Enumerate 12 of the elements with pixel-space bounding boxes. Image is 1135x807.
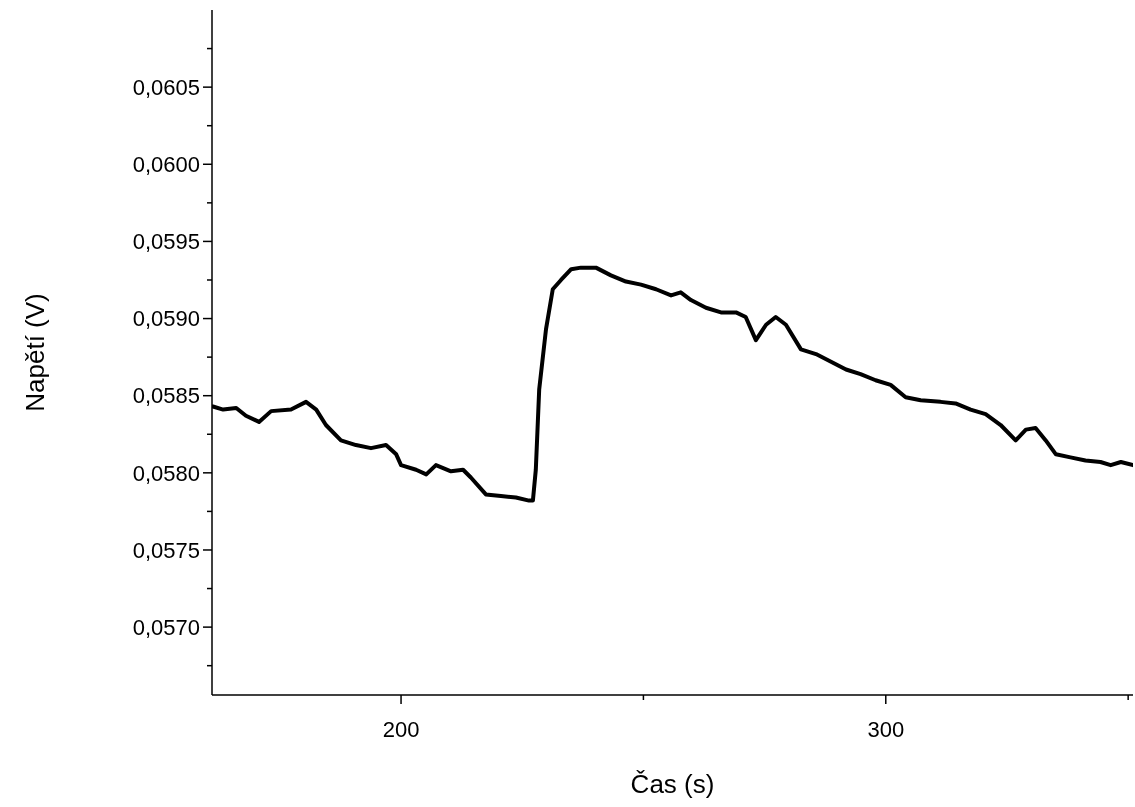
y-tick-label: 0,0590	[132, 306, 200, 332]
y-tick-label: 0,0600	[132, 151, 200, 177]
y-tick-label: 0,0575	[132, 537, 200, 563]
x-axis-title: Čas (s)	[630, 769, 715, 799]
y-tick-label: 0,0580	[132, 460, 200, 486]
y-axis-title: Napětí (V)	[20, 293, 50, 412]
x-tick-label: 200	[382, 717, 420, 742]
y-tick-label: 0,0570	[132, 614, 200, 640]
x-tick-label: 300	[867, 717, 905, 742]
y-tick-label: 0,0585	[132, 383, 200, 409]
y-tick-label: 0,0595	[132, 229, 200, 255]
y-tick-label: 0,0605	[132, 74, 200, 100]
